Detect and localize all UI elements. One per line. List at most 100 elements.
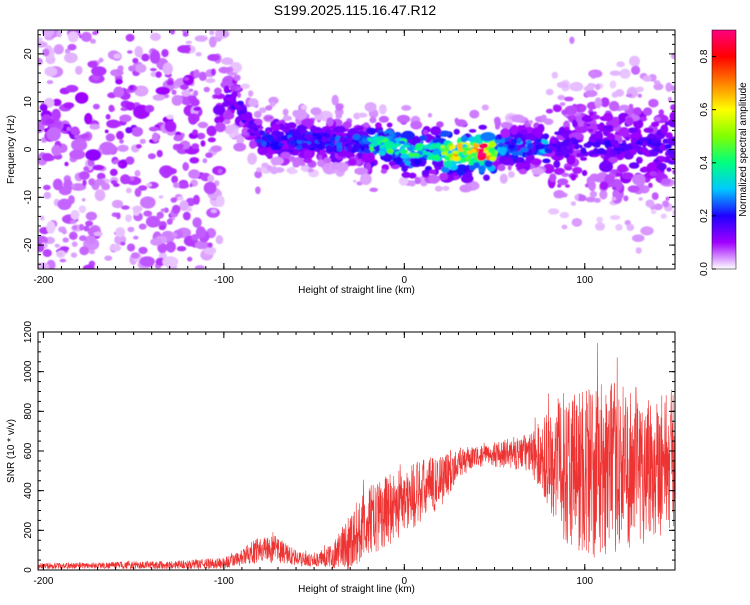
spectrogram-blob — [317, 159, 326, 167]
spectrogram-blob — [141, 53, 150, 62]
spectrogram-blob — [161, 49, 169, 58]
spectrogram-blob — [177, 143, 184, 149]
spectrogram-blob — [489, 156, 496, 162]
spectrogram-blob — [289, 140, 297, 146]
spectrogram-blob — [632, 174, 646, 186]
spectrogram-blob — [257, 145, 268, 156]
spectrogram-blob — [106, 119, 121, 129]
spectrogram-blob — [265, 105, 273, 111]
spectrogram-blob — [608, 156, 619, 164]
spectrogram-blob — [182, 31, 189, 37]
spectrogram-blob — [160, 208, 166, 212]
spectrogram-blob — [594, 222, 606, 231]
spectrogram-blob — [415, 146, 423, 151]
spectrogram-blob — [84, 113, 93, 125]
spectrogram-blob — [244, 111, 252, 118]
spectrogram-blob — [239, 109, 246, 115]
spectrogram-blob — [120, 174, 131, 185]
spectrogram-blob — [70, 126, 80, 135]
spectrogram-blob — [331, 94, 339, 106]
spectrogram-blob — [650, 209, 657, 215]
spectrogram-blob — [56, 30, 62, 38]
spectrogram-blob — [333, 125, 346, 134]
spectrogram-blob — [455, 164, 469, 176]
spectrogram-blob — [499, 146, 508, 153]
spectrogram-blob — [192, 194, 200, 205]
spectrogram-blob — [120, 241, 126, 246]
spectrogram-blob — [42, 249, 52, 258]
spectrogram-blob — [604, 139, 611, 146]
spectrogram-blob — [236, 133, 245, 146]
spectrogram-blob — [205, 152, 213, 158]
spectrogram-blob — [559, 211, 570, 219]
spectrogram-blob — [650, 141, 659, 147]
spectrogram-blob — [664, 121, 670, 126]
spectrogram-blob — [303, 149, 313, 159]
spectrogram-blob — [460, 135, 468, 143]
spectrogram-blob — [207, 242, 213, 248]
spectrogram-blob — [643, 127, 654, 133]
spectrogram-blob — [635, 247, 642, 254]
spectrogram-blob — [65, 48, 71, 54]
spectrogram-blob — [618, 126, 630, 137]
spectrogram-blob — [396, 114, 411, 124]
spectrogram-blob — [570, 201, 577, 207]
spectrogram-blob — [564, 105, 578, 116]
spectrogram-blob — [508, 144, 515, 150]
spectrogram-blob — [177, 196, 184, 201]
y-tick-label: -20 — [23, 237, 34, 252]
spectrogram-blob — [166, 218, 173, 225]
spectrogram-blob — [65, 84, 79, 93]
spectrogram-blob — [626, 223, 635, 231]
y-tick-label: 1000 — [23, 360, 34, 383]
spectrogram-blob — [369, 143, 375, 148]
spectrogram-blob — [329, 136, 335, 143]
spectrogram-blob — [535, 144, 545, 150]
spectrogram-blob — [510, 124, 519, 135]
spectrogram-blob — [134, 46, 143, 58]
spectrogram-blob — [542, 158, 551, 164]
spectrogram-blob — [541, 138, 546, 144]
spectrogram-blob — [388, 161, 396, 166]
spectrogram-blob — [432, 149, 442, 156]
spectrogram-blob — [282, 108, 289, 117]
spectrogram-blob — [162, 256, 179, 268]
spectrogram-blob — [619, 68, 631, 79]
spectrogram-blob — [86, 236, 93, 243]
spectrogram-blob — [217, 168, 223, 174]
spectrogram-blob — [462, 150, 467, 157]
spectrogram-blob — [286, 122, 297, 129]
spectrogram-blob — [214, 116, 224, 124]
spectrogram-blob — [81, 198, 86, 202]
spectrogram-blob — [480, 132, 496, 142]
spectrogram-blob — [119, 114, 132, 123]
spectrogram-blob — [630, 137, 638, 144]
spectrogram-blob — [43, 184, 51, 191]
spectrogram-blob — [82, 179, 87, 186]
spectrogram-blob — [564, 166, 573, 171]
spectrogram-blob — [594, 97, 603, 109]
spectrogram-blob — [473, 143, 480, 148]
colorbar-tick-label: 0.6 — [699, 102, 710, 116]
spectrogram-blob — [574, 124, 589, 134]
spectrogram-blob — [156, 149, 163, 158]
spectrogram-blob — [150, 32, 161, 42]
spectrogram-blob — [182, 162, 189, 171]
spectrogram-blob — [653, 203, 663, 211]
spectrogram-blob — [196, 132, 206, 140]
spectrogram-blob — [179, 200, 189, 212]
spectrogram-blob — [209, 30, 215, 36]
x-tick-label: -100 — [214, 576, 234, 587]
spectrogram-blob — [621, 172, 634, 180]
spectrogram-blob — [202, 158, 208, 164]
spectrogram-blob — [553, 167, 566, 175]
spectrogram-blob — [119, 139, 124, 144]
spectrogram-blob — [61, 229, 67, 235]
spectrogram-blob — [672, 169, 675, 175]
spectrogram-blob — [378, 115, 389, 123]
spectrogram-blob — [41, 153, 54, 162]
spectrogram-blob — [75, 92, 89, 104]
spectrogram-blob — [38, 243, 45, 253]
spectrogram-blob — [118, 162, 123, 167]
spectrogram-blob — [544, 148, 552, 153]
